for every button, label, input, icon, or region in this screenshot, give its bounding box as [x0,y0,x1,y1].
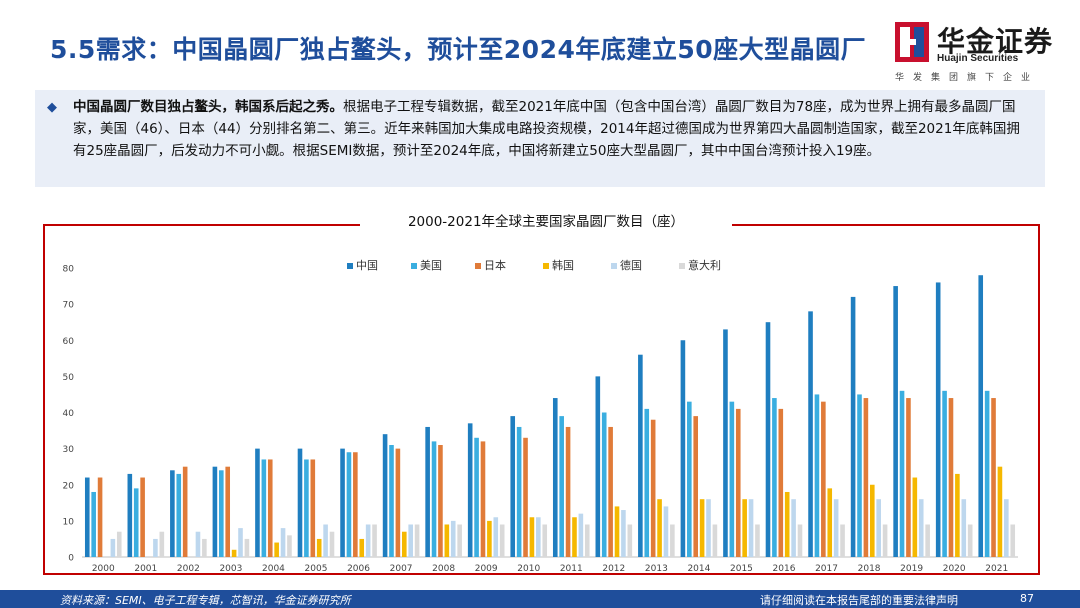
summary-bold: 中国晶圆厂数目独占鳌头，韩国系后起之秀。 [73,99,343,115]
summary-body: 根据电子工程专辑数据，截至2021年底中国（包含中国台湾）晶圆厂数目为78座，成… [73,99,1020,159]
footer-bar [0,590,1080,608]
logo-subtitle: 华发集团旗下企业 [895,73,1040,83]
diamond-bullet-icon: ◆ [47,100,57,115]
company-logo: 华金证券 Huajin Securities 华发集团旗下企业 [895,20,1065,83]
logo-name: 华金证券 [937,25,1054,58]
logo-mark-icon [895,22,929,62]
summary-text: 中国晶圆厂数目独占鳌头，韩国系后起之秀。根据电子工程专辑数据，截至2021年底中… [73,96,1033,162]
chart-frame [43,224,1040,575]
chart-title: 2000-2021年全球主要国家晶圆厂数目（座） [360,208,732,236]
page-number: 87 [1020,592,1034,605]
footer-source: 资料来源：SEMI、电子工程专辑，芯智讯，华金证券研究所 [60,594,351,607]
footer-disclaimer: 请仔细阅读在本报告尾部的重要法律声明 [760,594,958,607]
summary-box: ◆ 中国晶圆厂数目独占鳌头，韩国系后起之秀。根据电子工程专辑数据，截至2021年… [35,90,1045,187]
logo-english: Huajin Securities [937,53,1019,64]
page-title: 5.5需求：中国晶圆厂独占鳌头，预计至2024年底建立50座大型晶圆厂 [50,35,867,64]
